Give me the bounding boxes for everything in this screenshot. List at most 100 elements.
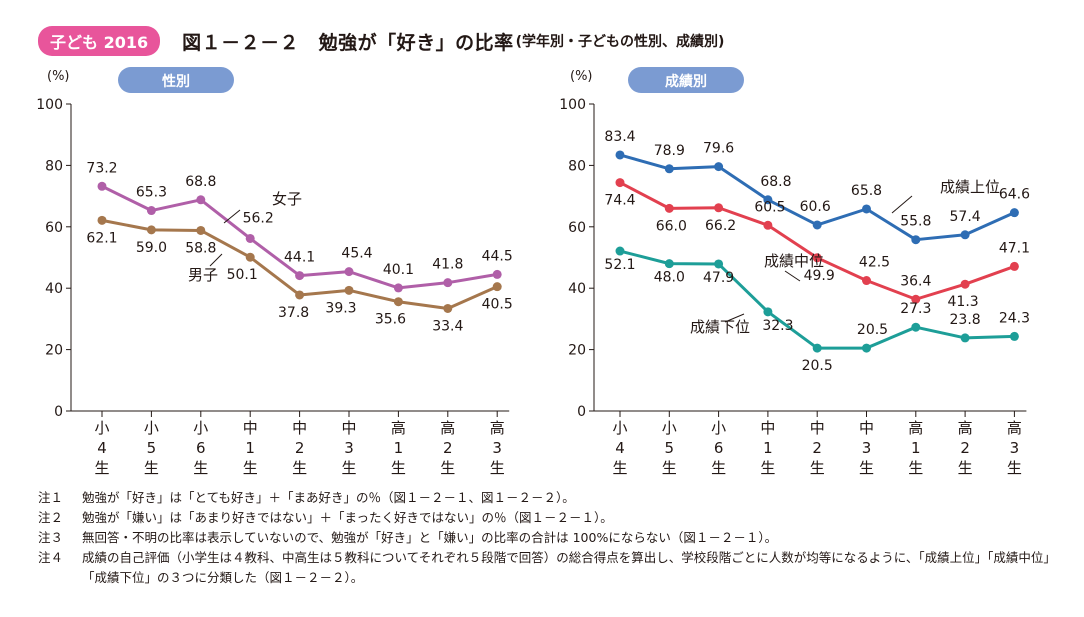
data-point bbox=[245, 252, 255, 262]
note-text: 勉強が「嫌い」は「あまり好きではない」＋「まったく好きではない」の％（図１－２－… bbox=[82, 510, 613, 525]
data-point bbox=[1009, 261, 1019, 271]
data-point bbox=[812, 253, 822, 263]
data-label: 78.9 bbox=[654, 143, 685, 159]
data-label: 44.1 bbox=[284, 250, 315, 266]
data-label: 68.8 bbox=[760, 174, 791, 190]
data-point bbox=[393, 297, 403, 307]
y-tick-label: 100 bbox=[559, 97, 586, 113]
data-point bbox=[714, 162, 724, 172]
data-label: 36.4 bbox=[900, 273, 931, 289]
y-tick-label: 0 bbox=[54, 404, 63, 420]
data-point bbox=[714, 259, 724, 269]
data-label: 39.3 bbox=[325, 300, 356, 316]
note-text: 成績の自己評価（小学生は４教科、中高生は５教科についてそれぞれ５段階で回答）の総… bbox=[82, 550, 1056, 585]
note-3: 注３ 無回答・不明の比率は表示していないので、勉強が「好き」と「嫌い」の比率の合… bbox=[38, 528, 1058, 548]
data-point bbox=[1009, 208, 1019, 218]
y-tick-label: 80 bbox=[568, 158, 586, 174]
data-point bbox=[812, 343, 822, 353]
y-tick-label: 100 bbox=[36, 97, 63, 113]
data-point bbox=[714, 203, 724, 213]
data-point bbox=[344, 285, 354, 295]
data-label: 55.8 bbox=[900, 214, 931, 230]
data-point bbox=[664, 259, 674, 269]
data-label: 83.4 bbox=[604, 129, 635, 145]
data-label: 42.5 bbox=[859, 255, 890, 271]
data-point bbox=[344, 267, 354, 277]
data-point bbox=[97, 215, 107, 225]
data-label: 37.8 bbox=[278, 305, 309, 321]
y-tick-label: 60 bbox=[45, 220, 63, 236]
data-label: 49.9 bbox=[804, 268, 835, 284]
figure-title: 図１－２－２ 勉強が「好き」の比率 bbox=[182, 31, 514, 54]
gender-line-chart: 性別 (%) 0 20 40 60 80 100 小 4 生 小 5 生 小 6 生 中 1 生 中 2 生 中 3 生 高 1 生 高 2… bbox=[36, 67, 513, 477]
note-label: 注４ bbox=[38, 550, 64, 565]
data-point bbox=[196, 225, 206, 235]
panel-badge bbox=[628, 67, 744, 93]
note-text: 勉強が「好き」は「とても好き」＋「まあ好き」の％（図１－２－１、図１－２－２）。 bbox=[82, 490, 575, 505]
y-tick-label: 20 bbox=[568, 343, 586, 359]
data-label: 33.4 bbox=[432, 318, 463, 334]
data-point bbox=[196, 195, 206, 205]
data-label: 40.1 bbox=[383, 262, 414, 278]
data-label: 66.2 bbox=[705, 218, 736, 234]
data-point bbox=[862, 204, 871, 214]
note-1: 注１ 勉強が「好き」は「とても好き」＋「まあ好き」の％（図１－２－１、図１－２－… bbox=[38, 488, 1058, 508]
data-label: 27.3 bbox=[900, 301, 931, 317]
data-point bbox=[911, 235, 921, 245]
data-point bbox=[664, 164, 674, 174]
data-label: 47.1 bbox=[999, 240, 1030, 256]
figure-header: 子ども 2016 図１－２－２ 勉強が「好き」の比率 (学年別・子どもの性別、成… bbox=[38, 26, 724, 56]
note-label: 注２ bbox=[38, 510, 64, 525]
data-point bbox=[960, 279, 970, 289]
data-point bbox=[960, 230, 970, 240]
y-tick-label: 80 bbox=[45, 158, 63, 174]
y-axis-unit: (%) bbox=[47, 69, 70, 84]
data-point bbox=[146, 206, 156, 216]
data-label: 20.5 bbox=[857, 322, 888, 338]
series-name-label: 成績中位 bbox=[764, 252, 824, 270]
year-badge: 子ども 2016 bbox=[38, 26, 161, 56]
data-label: 35.6 bbox=[375, 312, 406, 328]
data-label: 64.6 bbox=[999, 187, 1030, 203]
notes: 注１ 勉強が「好き」は「とても好き」＋「まあ好き」の％（図１－２－１、図１－２－… bbox=[38, 488, 1058, 588]
data-label: 50.1 bbox=[227, 267, 258, 283]
y-axis-unit: (%) bbox=[570, 69, 593, 84]
data-label: 65.8 bbox=[851, 183, 882, 199]
data-point bbox=[443, 303, 453, 313]
data-point bbox=[763, 195, 773, 205]
data-point bbox=[146, 225, 156, 235]
data-label: 60.5 bbox=[754, 199, 785, 215]
series-name-leader bbox=[784, 270, 801, 282]
series-name-label: 成績下位 bbox=[690, 318, 750, 336]
series-name-leader bbox=[891, 195, 913, 214]
y-tick-label: 40 bbox=[45, 281, 63, 297]
data-label: 32.3 bbox=[762, 318, 793, 334]
series-name-leader bbox=[209, 253, 223, 267]
data-label: 57.4 bbox=[950, 209, 981, 225]
series-name-leader bbox=[724, 313, 745, 323]
note-text: 無回答・不明の比率は表示していないので、勉強が「好き」と「嫌い」の比率の合計は … bbox=[82, 530, 778, 545]
data-point bbox=[492, 269, 502, 279]
data-label: 20.5 bbox=[802, 358, 833, 374]
series-name-leader bbox=[223, 209, 241, 224]
data-point bbox=[911, 322, 921, 332]
data-label: 48.0 bbox=[654, 270, 685, 286]
data-point bbox=[393, 283, 403, 293]
y-tick-label: 0 bbox=[577, 404, 586, 420]
data-point bbox=[615, 246, 625, 256]
data-label: 74.4 bbox=[604, 193, 635, 209]
y-tick-label: 40 bbox=[568, 281, 586, 297]
data-label: 23.8 bbox=[950, 312, 981, 328]
panel-label: 成績別 bbox=[665, 73, 707, 90]
